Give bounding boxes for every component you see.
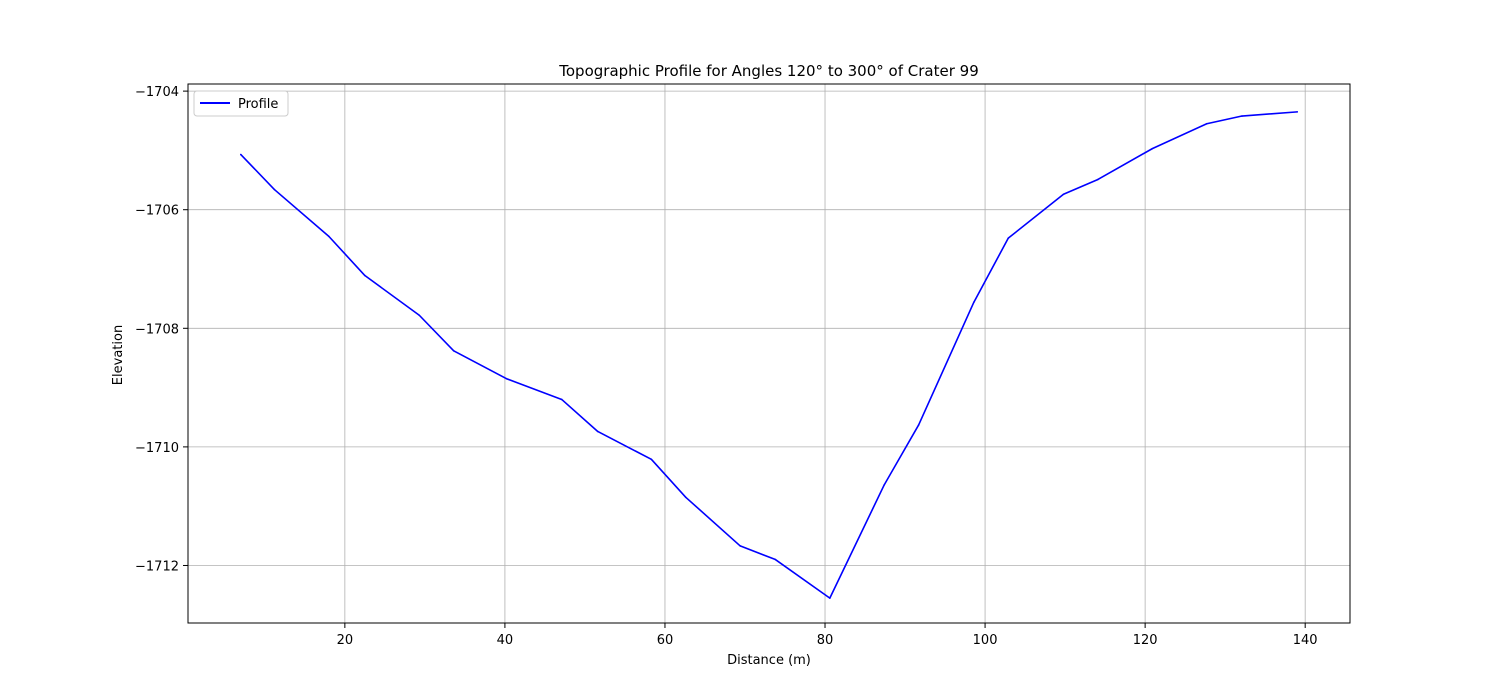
data-point: [1296, 111, 1298, 113]
data-point: [1241, 115, 1243, 117]
y-tick-label: −1710: [135, 441, 179, 456]
series-layer: [240, 111, 1298, 599]
x-tick-label: 80: [817, 633, 834, 648]
series-line-profile: [240, 111, 1298, 599]
data-point: [328, 235, 330, 238]
chart-title: Topographic Profile for Angles 120° to 3…: [558, 62, 978, 80]
data-point: [452, 350, 455, 352]
data-point: [829, 597, 831, 599]
data-point: [1007, 237, 1010, 239]
grid-layer: [188, 84, 1350, 623]
tick-layer: 20 40 60 80 100 120 140 −1712 −1710 −1708 −1706 −17…: [135, 85, 1318, 648]
x-tick-label: 100: [973, 633, 998, 648]
x-tick-label: 20: [337, 633, 354, 648]
data-point: [650, 458, 653, 461]
legend: Profile: [193, 90, 289, 117]
x-tick-label: 40: [497, 633, 514, 648]
data-point: [1151, 147, 1154, 150]
data-point: [273, 188, 276, 191]
y-tick-label: −1708: [135, 322, 179, 337]
data-point: [739, 545, 741, 547]
data-point: [1205, 122, 1208, 125]
data-point: [883, 484, 886, 486]
y-tick-label: −1704: [135, 85, 179, 100]
y-tick-label: −1706: [135, 204, 179, 219]
data-point: [596, 430, 599, 433]
data-point: [684, 496, 687, 499]
data-point: [774, 558, 777, 561]
y-tick-label: −1712: [135, 559, 179, 574]
data-point: [364, 274, 366, 277]
x-tick-label: 120: [1133, 633, 1158, 648]
plot-frame: [187, 83, 1351, 624]
data-point: [917, 424, 920, 426]
data-point: [418, 314, 421, 317]
legend-box: [193, 90, 289, 117]
legend-entry-profile: Profile: [238, 97, 278, 112]
y-axis-label: Elevation: [111, 325, 126, 385]
data-point: [1097, 178, 1099, 181]
x-tick-label: 60: [657, 633, 674, 648]
data-point: [240, 153, 242, 156]
data-point: [1062, 193, 1065, 196]
data-point: [560, 398, 563, 401]
x-tick-label: 140: [1293, 633, 1318, 648]
x-axis-label: Distance (m): [727, 653, 811, 668]
data-point: [505, 377, 508, 380]
data-point: [973, 301, 975, 304]
